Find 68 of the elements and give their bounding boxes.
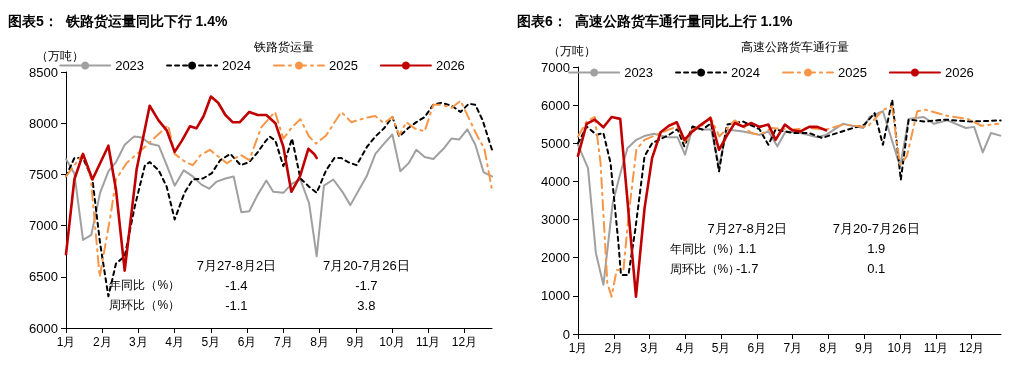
x-tick-label: 7月 xyxy=(274,335,293,349)
x-tick-label: 9月 xyxy=(854,341,874,355)
legend-label: 2024 xyxy=(731,65,760,80)
x-tick-label: 11月 xyxy=(416,335,441,349)
x-tick-label: 10月 xyxy=(887,341,913,355)
y-tick-label: 5000 xyxy=(541,135,570,151)
annotation: 3.8 xyxy=(357,297,376,313)
y-tick-label: 3000 xyxy=(541,212,570,228)
y-tick-label: 8500 xyxy=(29,64,58,80)
annotation: -1.7 xyxy=(355,277,378,293)
annotation: 7月27-8月2日 xyxy=(196,257,277,273)
x-tick-label: 1月 xyxy=(56,335,76,349)
x-tick-label: 5月 xyxy=(711,341,731,355)
annotation: 1.9 xyxy=(867,241,886,257)
x-tick-label: 3月 xyxy=(640,341,659,355)
x-tick-label: 9月 xyxy=(346,335,366,349)
chart-subtitle: 铁路货运量 xyxy=(253,40,314,54)
annotation: -1.4 xyxy=(225,277,248,293)
annotation: 周环比（%） xyxy=(109,298,181,313)
line-series xyxy=(64,95,318,272)
x-tick-label: 3月 xyxy=(129,335,148,349)
y-tick-label: 7000 xyxy=(541,59,570,75)
annotation: 7月20-7月26日 xyxy=(832,221,920,237)
x-tick-label: 11月 xyxy=(923,341,949,355)
legend-label: 2023 xyxy=(115,58,145,73)
x-tick-label: 12月 xyxy=(451,335,478,349)
y-tick-label: 8000 xyxy=(29,115,58,131)
chart-title: 图表5： 铁路货运量同比下行 1.4% xyxy=(8,13,228,29)
y-tick-label: 6000 xyxy=(541,97,570,113)
x-tick-label: 6月 xyxy=(747,341,767,355)
x-tick-label: 10月 xyxy=(379,335,405,349)
chart-subtitle: 高速公路货车通行量 xyxy=(740,40,849,54)
x-tick-label: 6月 xyxy=(237,335,257,349)
x-tick-label: 5月 xyxy=(201,335,221,349)
annotation: 0.1 xyxy=(867,261,886,277)
x-tick-label: 7月 xyxy=(783,341,803,355)
annotation: 1.1 xyxy=(738,241,757,257)
x-tick-label: 8月 xyxy=(310,335,329,349)
legend-label: 2025 xyxy=(838,65,867,80)
line-series xyxy=(576,115,828,298)
legend-label: 2024 xyxy=(222,58,251,73)
legend-label: 2026 xyxy=(944,65,974,80)
legend-label: 2023 xyxy=(624,65,654,80)
x-tick-label: 12月 xyxy=(958,341,985,355)
y-tick-label: 1000 xyxy=(541,288,570,304)
legend-label: 2026 xyxy=(435,58,465,73)
y-tick-label: 4000 xyxy=(541,173,570,189)
chart-title: 图表6： 高速公路货车通行量同比上行 1.1% xyxy=(517,13,793,29)
annotation: -1.1 xyxy=(225,297,248,313)
y-tick-label: 0 xyxy=(562,326,570,342)
x-tick-label: 2月 xyxy=(92,335,112,349)
x-tick-label: 4月 xyxy=(165,335,185,349)
x-tick-label: 2月 xyxy=(604,341,624,355)
y-tick-label: 2000 xyxy=(541,250,570,266)
y-axis-title: （万吨） xyxy=(548,44,596,58)
y-tick-label: 7500 xyxy=(29,166,58,182)
x-tick-label: 4月 xyxy=(676,341,695,355)
y-tick-label: 7000 xyxy=(29,218,58,234)
annotation: 7月20-7月26日 xyxy=(322,257,410,273)
legend-label: 2025 xyxy=(329,58,358,73)
annotation: 7月27-8月2日 xyxy=(707,221,787,237)
y-tick-label: 6000 xyxy=(29,320,58,336)
annotation: -1.7 xyxy=(736,261,759,277)
x-tick-label: 1月 xyxy=(568,341,588,355)
y-axis-title: （万吨） xyxy=(36,49,84,63)
line-series xyxy=(65,128,493,258)
y-tick-label: 6500 xyxy=(29,269,58,285)
x-tick-label: 8月 xyxy=(819,341,838,355)
